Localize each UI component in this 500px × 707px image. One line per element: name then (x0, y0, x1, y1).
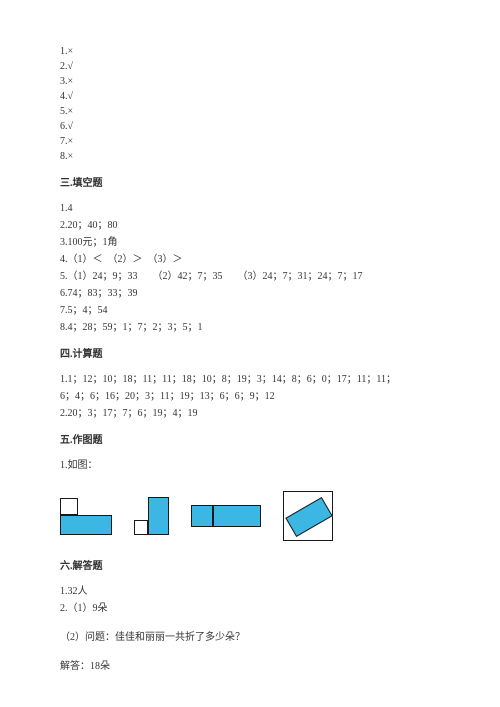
fill-item: 4.（1）＜ （2）＞ （3）＞ (60, 252, 440, 267)
section-4-body: 1.1；12；10；18；11；11；18；10；8；19；3；14；8；6；0… (60, 372, 440, 421)
answer-line: （2）问题：佳佳和丽丽一共折了多少朵？ (60, 630, 440, 645)
tf-item: 2.√ (60, 59, 440, 74)
fig2-small-square (134, 520, 148, 535)
drawing-label: 1.如图： (60, 458, 440, 473)
section-5-title: 五.作图题 (60, 433, 440, 448)
blank-line (60, 647, 440, 657)
figure-1 (60, 498, 112, 535)
true-false-list: 1.× 2.√ 3.× 4.√ 5.× 6.√ 7.× 8.× (60, 44, 440, 164)
tf-item: 8.× (60, 149, 440, 164)
calc-item: 6；4；6；16；20；3；11；19；13；6；6；9；12 (60, 389, 440, 404)
answer-line: 1.32人 (60, 584, 440, 599)
tf-item: 6.√ (60, 119, 440, 134)
section-3-title: 三.填空题 (60, 176, 440, 191)
fill-item: 1.4 (60, 201, 440, 216)
section-4-title: 四.计算题 (60, 347, 440, 362)
tf-item: 5.× (60, 104, 440, 119)
figure-3 (191, 505, 261, 527)
section-6-title: 六.解答题 (60, 559, 440, 574)
tf-item: 4.√ (60, 89, 440, 104)
fig4-rotated-rect (285, 497, 332, 537)
tf-item: 1.× (60, 44, 440, 59)
fig1-small-square (60, 498, 78, 515)
tf-item: 3.× (60, 74, 440, 89)
figure-4 (283, 491, 333, 541)
fill-item: 6.74；83；33；39 (60, 286, 440, 301)
calc-item: 1.1；12；10；18；11；11；18；10；8；19；3；14；8；6；0… (60, 372, 440, 387)
fig3-left-square (191, 505, 213, 527)
figure-2 (134, 497, 169, 535)
fill-item: 7.5；4；54 (60, 303, 440, 318)
tf-item: 7.× (60, 134, 440, 149)
answer-line: 2.（1）9朵 (60, 601, 440, 616)
fig2-blue-rect (148, 497, 169, 535)
figures-row (60, 491, 440, 541)
section-6-body: 1.32人 2.（1）9朵 （2）问题：佳佳和丽丽一共折了多少朵？ 解答：18朵 (60, 584, 440, 674)
answer-line: 解答：18朵 (60, 659, 440, 674)
fill-item: 5.（1）24；9；33 （2）42；7；35 （3）24；7；31；24；7；… (60, 269, 440, 284)
fill-item: 8.4；28；59；1；7；2；3；5；1 (60, 320, 440, 335)
blank-line (60, 618, 440, 628)
fig1-blue-rect (60, 515, 112, 535)
section-3-body: 1.4 2.20；40；80 3.100元；1角 4.（1）＜ （2）＞ （3）… (60, 201, 440, 335)
fill-item: 3.100元；1角 (60, 235, 440, 250)
fill-item: 2.20；40；80 (60, 218, 440, 233)
calc-item: 2.20；3；17；7；6；19；4；19 (60, 406, 440, 421)
fig3-right-rect (213, 505, 261, 527)
